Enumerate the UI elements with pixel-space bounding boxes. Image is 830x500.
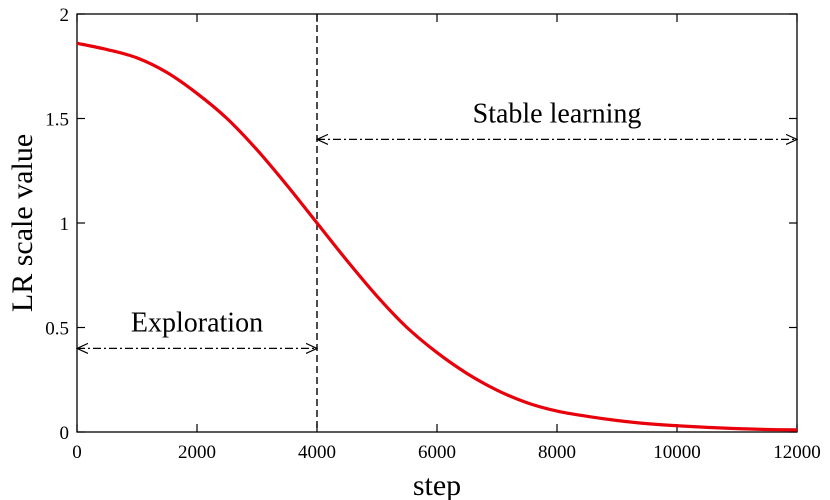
- x-axis-title: step: [413, 469, 461, 500]
- annotation-label-1: Stable learning: [473, 99, 642, 130]
- x-tick-label: 0: [72, 442, 82, 463]
- y-tick-label: 0: [60, 423, 70, 444]
- y-tick-label: 2: [60, 5, 70, 26]
- y-tick-label: 1.5: [45, 110, 69, 131]
- lr-curve-line: [76, 41, 798, 432]
- annotation-label-0: Exploration: [131, 308, 263, 339]
- annotations: Exploration Stable learning: [77, 99, 797, 349]
- y-tick-label: 0.5: [45, 319, 69, 340]
- tick-labels: 0 2000 4000 6000 8000 10000 12000 0 0.5 1 1.5 2: [45, 5, 821, 463]
- plot-frame: [76, 13, 798, 433]
- y-tick-label: 1: [60, 214, 70, 235]
- x-tick-label: 4000: [298, 442, 336, 463]
- x-tick-label: 12000: [773, 442, 821, 463]
- x-tick-label: 6000: [418, 442, 456, 463]
- x-tick-label: 8000: [538, 442, 576, 463]
- ticks: [76, 13, 798, 433]
- x-tick-label: 2000: [178, 442, 216, 463]
- x-tick-label: 10000: [653, 442, 701, 463]
- y-axis-title: LR scale value: [6, 134, 39, 312]
